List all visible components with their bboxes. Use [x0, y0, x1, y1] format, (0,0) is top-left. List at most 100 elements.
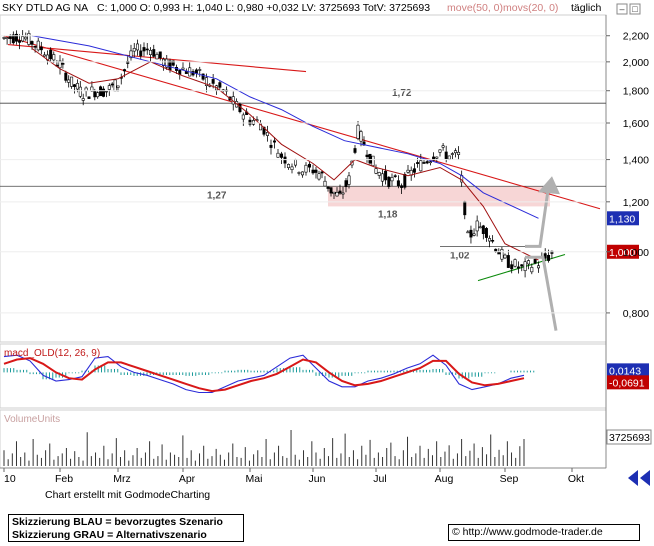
price-tag-box: [607, 244, 639, 259]
candle-body: [194, 69, 198, 74]
macd-title: macd_OLD(12, 26, 9): [4, 348, 100, 359]
candle-body: [435, 156, 439, 159]
chart-credit: Chart erstellt mit GodmodeCharting: [45, 489, 211, 501]
candle-body: [102, 88, 106, 97]
volume-tag-label: 3725693: [609, 432, 650, 444]
toolbar-buttons: – □: [616, 3, 641, 15]
candle-body: [96, 92, 100, 98]
legend-grey-line: Skizzierung GRAU = Alternativszenario: [12, 529, 207, 541]
candle-body: [24, 36, 28, 40]
symbol-name: SKY DTLD AG NA: [2, 2, 88, 14]
price-tag-box: [607, 211, 639, 226]
candle-body: [204, 77, 208, 86]
price-tick-label: 0,800: [623, 308, 649, 320]
level-label: 1,72: [392, 88, 412, 99]
candle-body: [547, 254, 551, 261]
legend-blue-line: Skizzierung BLAU = bevorzugtes Szenario: [12, 516, 223, 528]
candle-body: [304, 164, 308, 173]
candles: [2, 30, 554, 278]
candle-body: [110, 83, 114, 86]
scenario-blue-arrowhead: [538, 176, 560, 195]
candle-body: [158, 51, 162, 59]
candle-body: [99, 86, 103, 97]
candle-body: [67, 79, 71, 83]
candle-body: [276, 152, 280, 158]
candle-body: [49, 49, 53, 60]
candle-body: [523, 261, 527, 271]
price-tick-label: 2,000: [623, 57, 649, 69]
candle-body: [218, 82, 222, 88]
x-tick-label: Mrz: [113, 473, 131, 485]
candle-body: [21, 36, 25, 42]
candle-body: [52, 54, 56, 61]
candle-body: [463, 201, 467, 216]
candle-body: [129, 50, 133, 59]
price-tick-label: 1,800: [623, 86, 649, 98]
candle-body: [432, 156, 436, 161]
minimize-button[interactable]: [616, 3, 628, 15]
period-label: täglich: [571, 2, 602, 14]
candle-body: [450, 153, 454, 155]
macd-layer: 0,0143-0,0691: [3, 354, 649, 394]
candle-body: [400, 185, 404, 188]
price-panel: [0, 14, 607, 343]
resistance-zone: [328, 186, 550, 207]
candle-body: [39, 46, 43, 51]
candle-body: [272, 140, 276, 143]
candle-body: [152, 49, 156, 57]
candle-body: [317, 173, 321, 180]
volume-layer: 3725693: [3, 429, 652, 466]
candle-body: [78, 86, 82, 97]
candle-body: [113, 79, 117, 92]
candle-body: [453, 150, 457, 154]
candle-body: [155, 54, 159, 60]
candle-body: [516, 266, 520, 269]
candle-body: [241, 114, 245, 120]
candle-body: [416, 162, 420, 164]
scenario-blue-arrow: [525, 190, 550, 248]
candle-body: [469, 229, 473, 238]
candle-body: [123, 69, 127, 72]
candle-body: [368, 153, 372, 164]
candle-body: [14, 33, 18, 42]
x-tick-label: Mai: [246, 473, 263, 485]
candle-body: [484, 228, 488, 238]
scroll-arrow-icon[interactable]: [628, 470, 650, 486]
candle-body: [116, 85, 120, 88]
candle-body: [279, 153, 283, 158]
candle-body: [494, 248, 498, 252]
candle-body: [390, 177, 394, 182]
candle-body: [5, 37, 9, 40]
candle-body: [478, 226, 482, 229]
candle-body: [269, 144, 273, 148]
candle-body: [265, 132, 269, 136]
source-url[interactable]: © http://www.godmode-trader.de: [448, 524, 640, 541]
candle-body: [403, 174, 407, 188]
candle-body: [356, 124, 360, 139]
candle-body: [338, 190, 342, 194]
candle-body: [438, 149, 442, 153]
axis-layer: 2,200 2,000 1,800 1,600 1,400 1,200 1,000 0,800…: [0, 31, 649, 485]
candle-body: [387, 176, 391, 187]
candle-body: [503, 254, 507, 259]
candle-body: [500, 249, 504, 260]
candle-body: [286, 164, 290, 168]
maximize-icon: □: [632, 4, 638, 14]
candle-body: [481, 225, 485, 234]
candle-body: [283, 156, 287, 164]
candle-body: [359, 131, 363, 142]
candle-body: [510, 264, 514, 270]
candle-body: [64, 72, 68, 81]
candle-body: [412, 168, 416, 173]
maximize-button[interactable]: [629, 3, 641, 15]
candle-body: [488, 238, 492, 242]
quote-readout: C: 1,000 O: 0,993 H: 1,040 L: 0,980 +0,0…: [97, 2, 430, 14]
level-label: 1,18: [378, 209, 398, 220]
volume-tag-box: [606, 429, 652, 445]
candle-body: [347, 175, 351, 185]
candle-body: [422, 162, 426, 164]
ma50-legend: move(50, 0): [447, 2, 503, 14]
macd-tag-label: 0,0143: [609, 365, 641, 377]
price-tick-label: 2,200: [623, 31, 649, 43]
